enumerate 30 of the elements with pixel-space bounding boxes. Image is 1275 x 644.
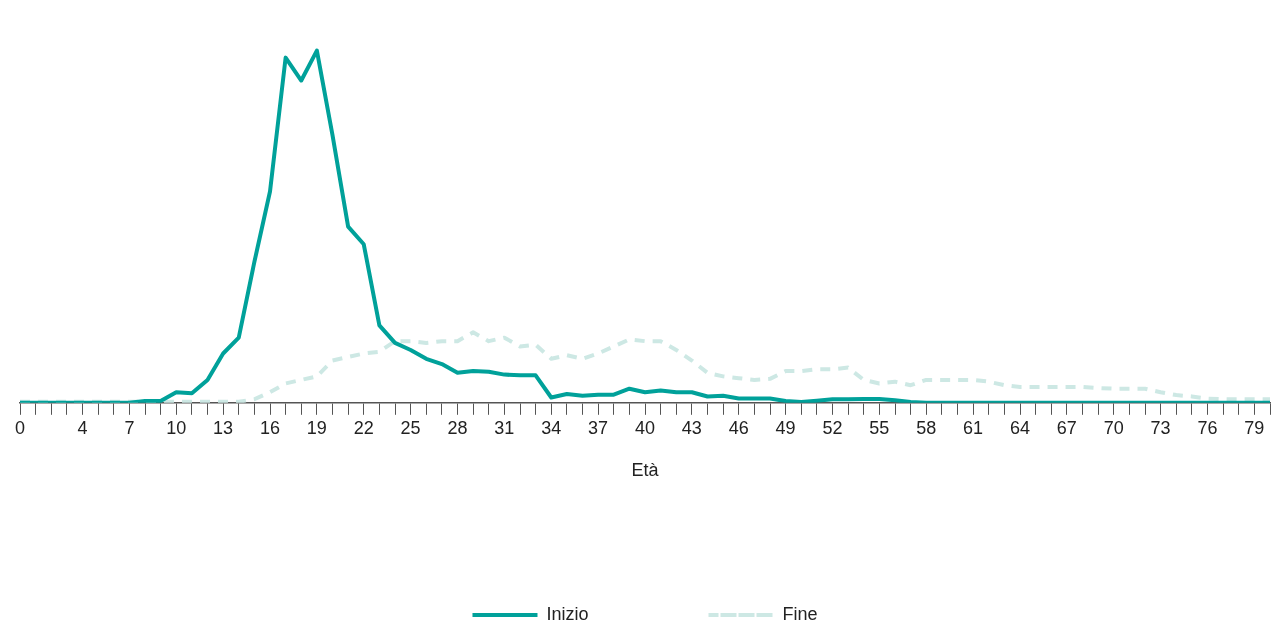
x-tick-label: 31 [494,417,515,438]
x-tick-label: 79 [1244,417,1265,438]
x-tick-label: 28 [447,417,468,438]
x-tick-label: 73 [1150,417,1171,438]
x-tick-label: 76 [1197,417,1218,438]
x-tick-label: 43 [681,417,702,438]
x-tick-label: 13 [213,417,234,438]
x-tick-label: 55 [869,417,890,438]
x-tick-label: 58 [916,417,937,438]
x-tick-label: 37 [588,417,609,438]
x-tick-label: 7 [124,417,135,438]
x-tick-label: 0 [14,417,26,438]
x-tick-label: 52 [822,417,843,438]
x-axis-title: Età [631,460,660,481]
x-tick-label: 4 [77,417,88,438]
legend-label: Inizio [546,603,589,624]
x-tick-label: 70 [1103,417,1124,438]
x-tick-label: 10 [166,417,187,438]
x-tick-label: 40 [634,417,656,438]
legend-label: Fine [782,603,818,624]
x-tick-label: 49 [775,417,796,438]
x-tick-label: 46 [728,417,749,438]
x-tick-label: 64 [1009,417,1031,438]
x-tick-label: 61 [963,417,984,438]
x-tick-label: 19 [306,417,327,438]
x-tick-label: 22 [353,417,374,438]
x-tick-label: 34 [541,417,562,438]
x-tick-label: 67 [1056,417,1077,438]
x-tick-label: 25 [400,417,421,438]
x-tick-label: 16 [259,417,281,438]
